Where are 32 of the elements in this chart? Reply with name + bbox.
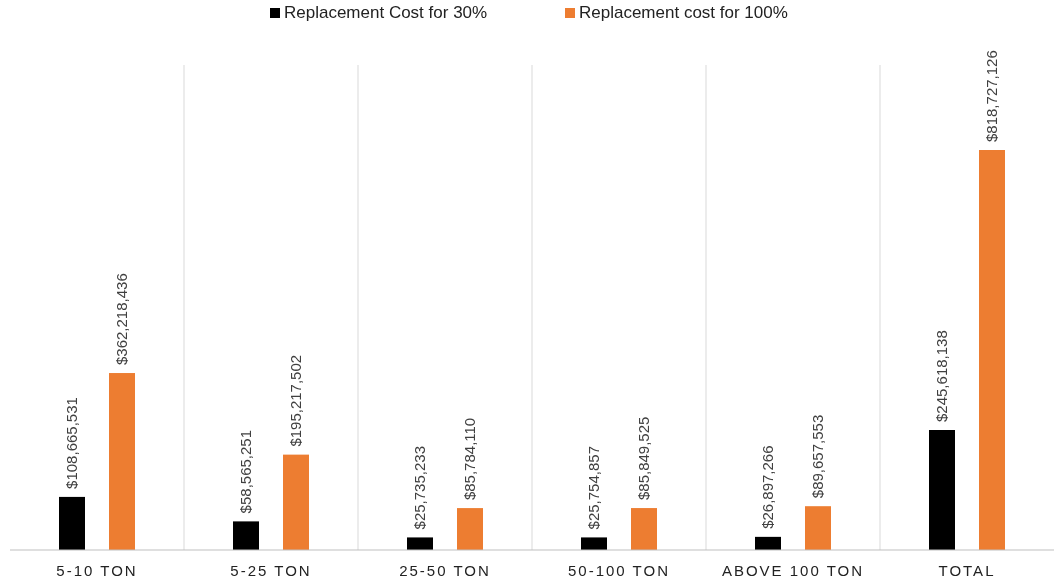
x-tick-label: ABOVE 100 TON <box>721 562 865 579</box>
x-tick-label: 50-100 TON <box>568 562 670 579</box>
bar <box>755 536 781 550</box>
data-label: $25,754,857 <box>585 446 602 530</box>
x-tick-label: 5-25 TON <box>230 562 312 579</box>
bar <box>283 454 309 550</box>
bar <box>109 373 135 550</box>
data-label: $58,565,251 <box>237 429 254 514</box>
data-label: $89,657,553 <box>809 414 826 499</box>
bar <box>59 496 85 550</box>
data-label: $362,218,436 <box>113 273 130 366</box>
data-label: $195,217,502 <box>287 354 304 447</box>
bar <box>233 521 259 550</box>
bar <box>929 430 955 550</box>
data-label: $245,618,138 <box>933 330 950 422</box>
bar <box>581 537 607 550</box>
data-label: $25,735,233 <box>411 446 428 530</box>
bar <box>457 508 483 550</box>
x-tick-label: 25-50 TON <box>399 562 491 579</box>
bar <box>979 150 1005 550</box>
legend-label: Replacement Cost for 30% <box>284 3 488 22</box>
bar <box>407 537 433 550</box>
data-label: $26,897,266 <box>759 445 776 529</box>
data-label: $108,665,531 <box>63 397 80 489</box>
bar <box>631 508 657 550</box>
data-label: $85,849,525 <box>635 416 652 501</box>
x-tick-label: TOTAL <box>938 562 996 579</box>
bar <box>805 506 831 550</box>
x-tick-label: 5-10 TON <box>56 562 138 579</box>
data-label: $85,784,110 <box>461 417 478 501</box>
data-label: $818,727,126 <box>983 50 1000 142</box>
legend-label: Replacement cost for 100% <box>579 3 788 22</box>
